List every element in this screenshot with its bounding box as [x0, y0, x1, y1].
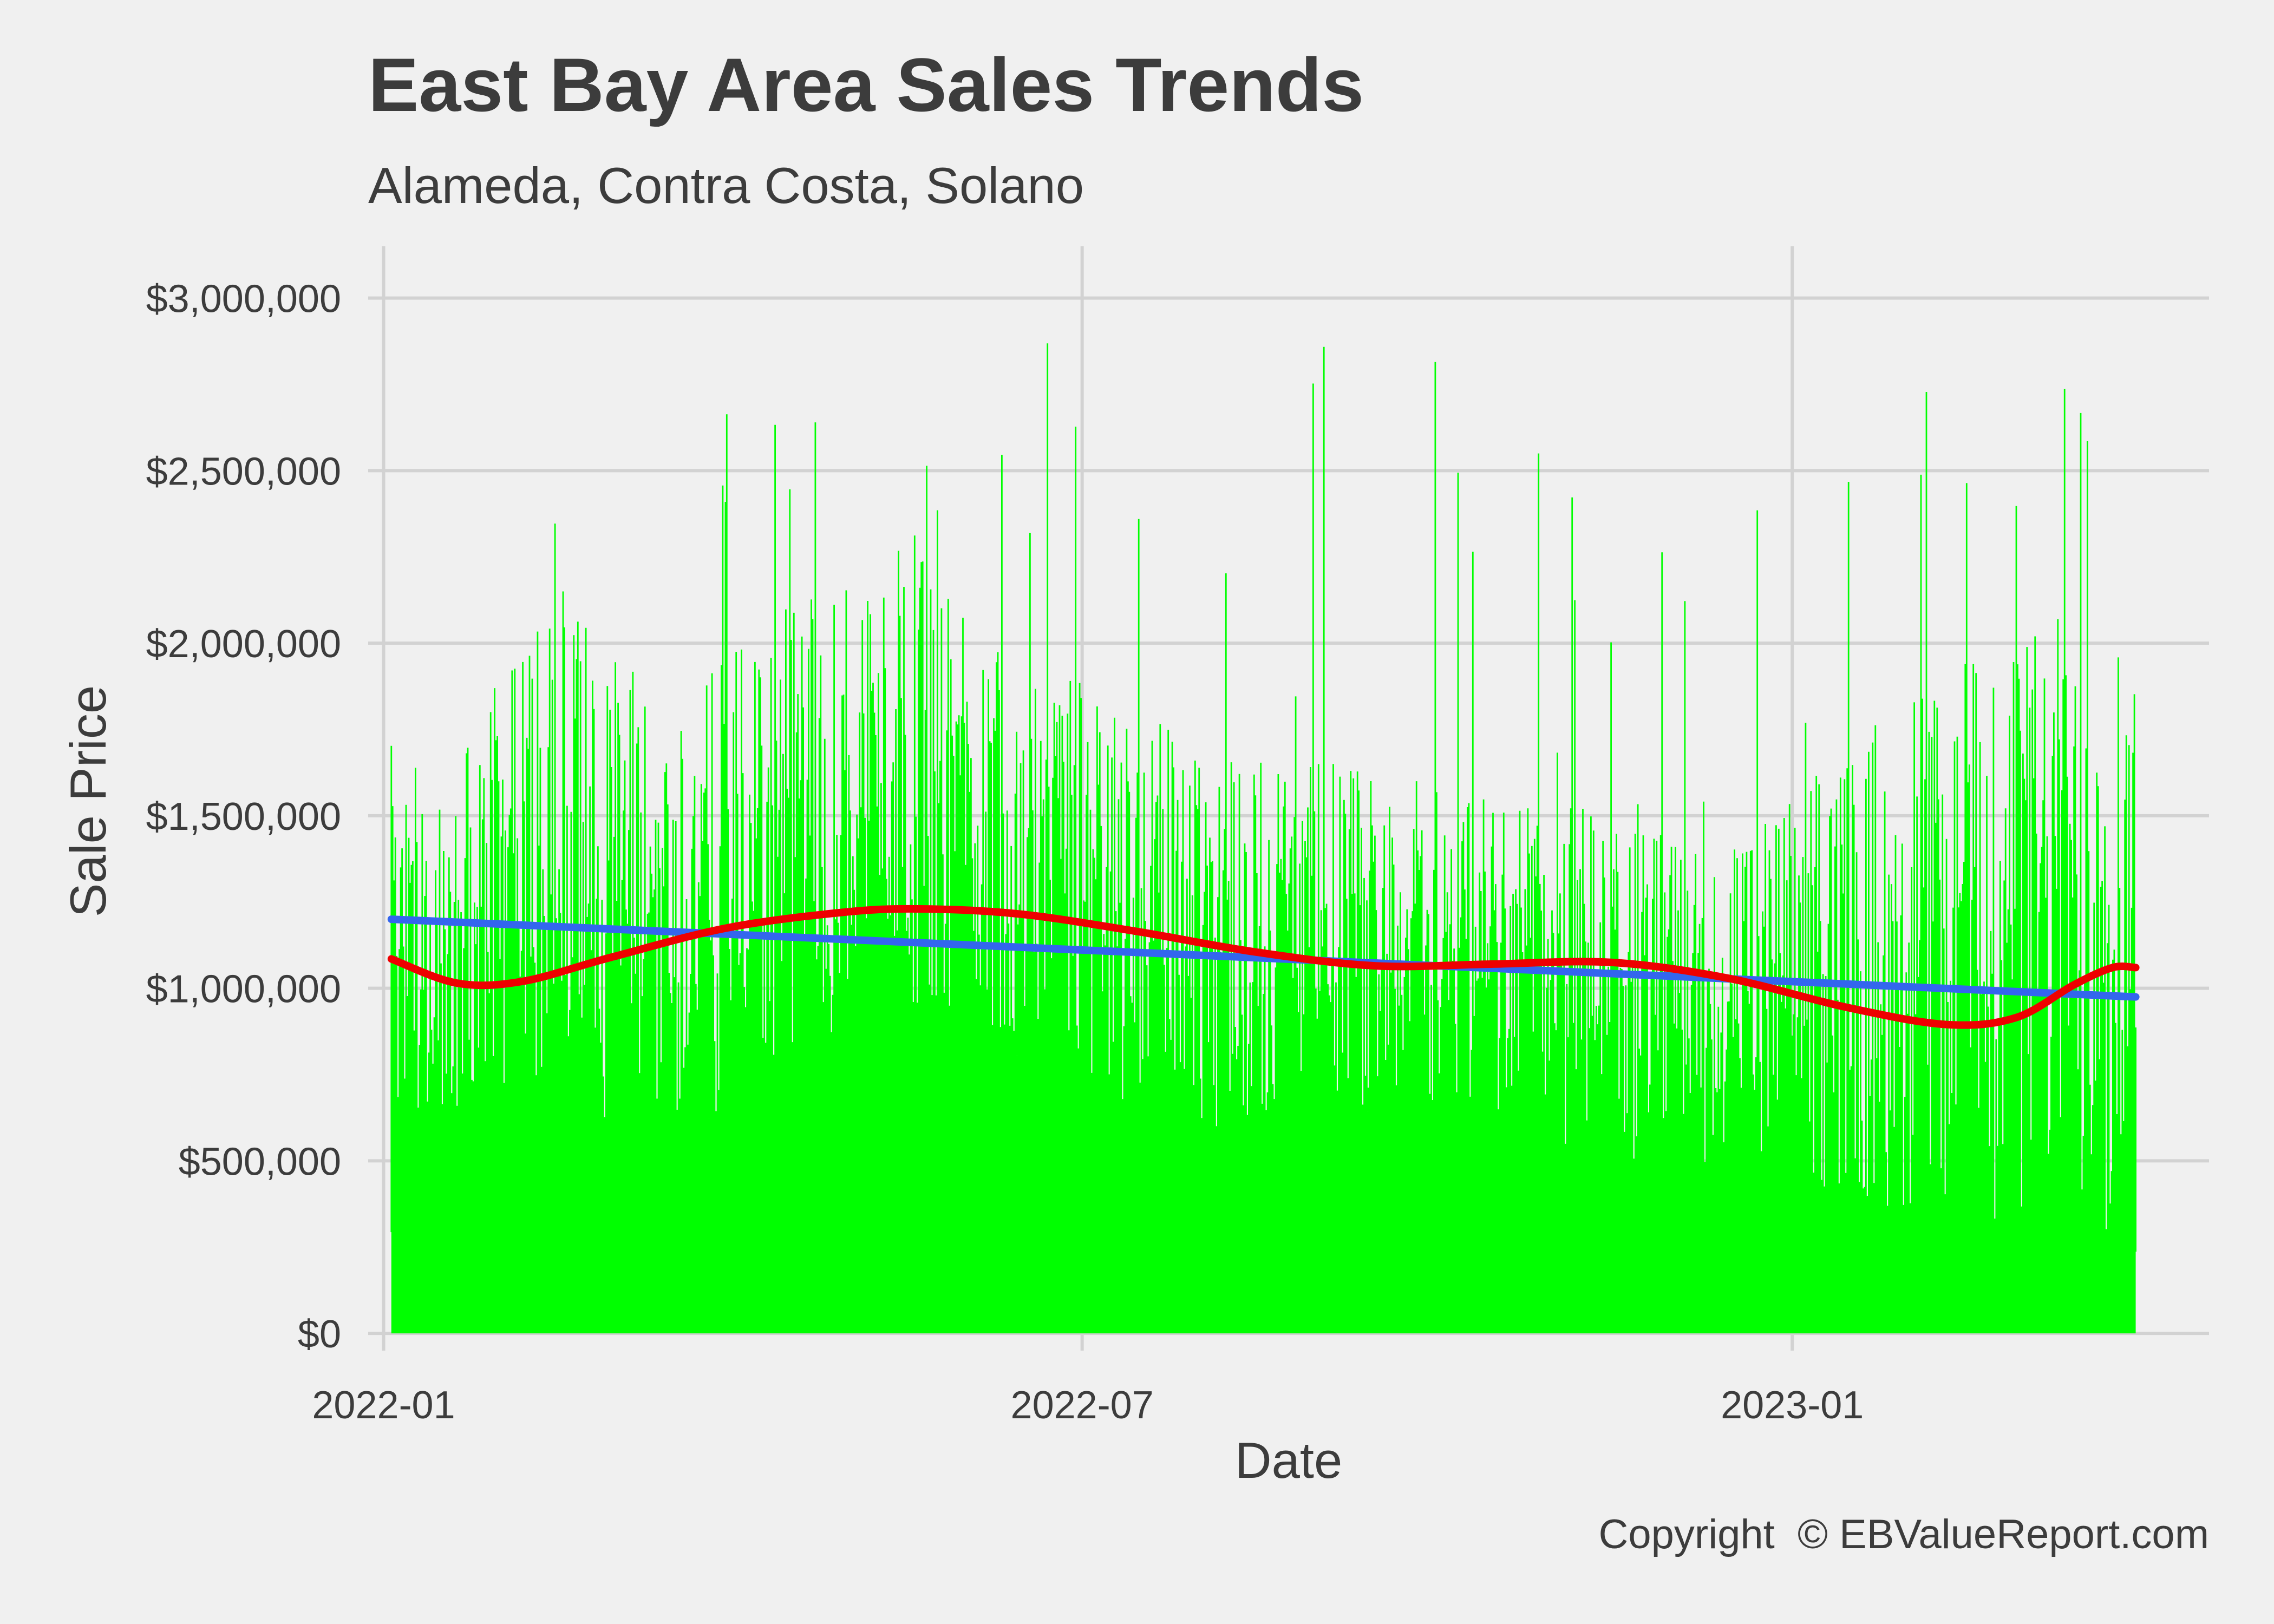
x-axis-title: Date [1235, 1432, 1343, 1489]
linear-trend-line [387, 915, 2140, 1001]
y-tick-label: $500,000 [179, 1140, 341, 1183]
y-tick-label: $2,000,000 [146, 623, 341, 666]
chart-title: East Bay Area Sales Trends [368, 42, 1364, 127]
y-tick-label: $3,000,000 [146, 278, 341, 321]
sale-price-spikes [390, 343, 2136, 1296]
y-tick-label: $1,000,000 [146, 968, 341, 1011]
x-tick-label: 2022-07 [1011, 1384, 1154, 1427]
copyright-caption: Copyright © EBValueReport.com [1598, 1511, 2209, 1557]
y-axis-title: Sale Price [60, 685, 116, 917]
sale-price-area [390, 343, 2136, 1334]
x-tick-label: 2023-01 [1721, 1384, 1864, 1427]
y-axis-tick-labels: $0 $500,000 $1,000,000 $1,500,000 $2,000,000… [146, 278, 341, 1357]
smoothed-trend-line [387, 905, 2140, 1029]
trend-lines [387, 905, 2140, 1029]
y-tick-label: $0 [298, 1313, 341, 1356]
x-axis-tick-labels: 2022-01 2022-07 2023-01 [312, 1384, 1864, 1427]
x-tick-label: 2022-01 [312, 1384, 455, 1427]
y-tick-label: $1,500,000 [146, 795, 341, 839]
y-tick-label: $2,500,000 [146, 450, 341, 493]
chart-subtitle: Alameda, Contra Costa, Solano [368, 157, 1084, 214]
